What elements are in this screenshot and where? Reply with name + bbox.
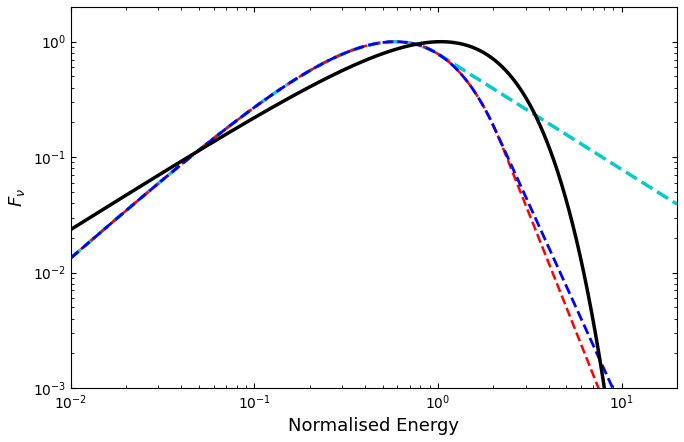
X-axis label: Normalised Energy: Normalised Energy — [289, 417, 460, 435]
Y-axis label: $F_{\nu}$: $F_{\nu}$ — [7, 188, 27, 207]
